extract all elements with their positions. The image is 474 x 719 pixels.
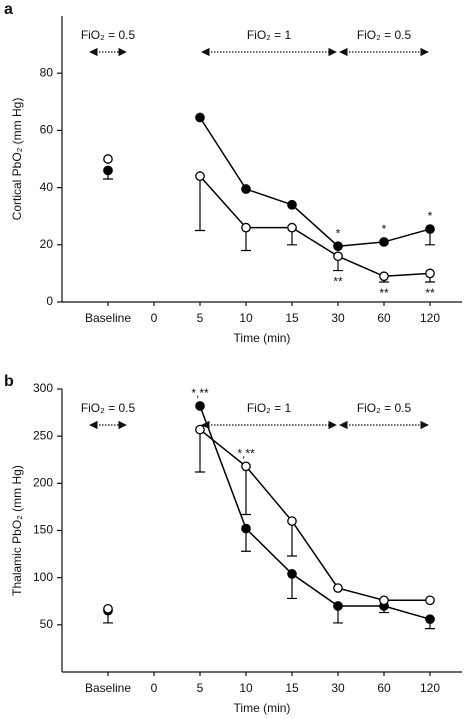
data-point <box>195 401 205 411</box>
x-tick-label: 60 <box>377 311 391 325</box>
y-tick-label: 80 <box>40 65 54 79</box>
data-point <box>241 222 251 233</box>
data-point <box>379 237 389 247</box>
x-tick-label: 30 <box>331 311 345 325</box>
error-bar <box>241 466 251 516</box>
y-tick-label: 40 <box>40 180 54 194</box>
series-line <box>199 175 431 278</box>
data-point <box>379 595 389 606</box>
data-point <box>287 199 297 210</box>
data-point <box>195 171 205 182</box>
series-line <box>199 117 431 248</box>
annotation: *,** <box>237 447 255 461</box>
error-bar <box>195 429 205 473</box>
y-tick-label: 300 <box>33 381 53 395</box>
y-tick-label: 60 <box>40 123 54 137</box>
data-point <box>333 583 343 593</box>
data-point <box>287 222 297 233</box>
data-point <box>241 523 251 534</box>
y-tick-label: 0 <box>46 294 53 308</box>
phase-label: FiO₂ = 0.5 <box>357 401 412 415</box>
x-axis-label: Time (min) <box>234 331 291 345</box>
phase-label: FiO₂ = 1 <box>247 28 292 42</box>
annotation: * <box>382 222 387 236</box>
data-point <box>287 516 297 526</box>
x-axis-label: Time (min) <box>234 701 291 715</box>
series-line <box>199 428 430 602</box>
data-point <box>103 165 113 176</box>
annotation: ** <box>425 286 435 300</box>
x-tick-label: 10 <box>239 681 253 695</box>
x-tick-label: 0 <box>151 681 158 695</box>
y-axis-label: Cortical PbO₂ (mm Hg) <box>10 98 24 221</box>
phase-label: FiO₂ = 0.5 <box>357 28 412 42</box>
error-bar <box>195 176 205 232</box>
data-point <box>241 184 251 194</box>
y-tick-label: 20 <box>40 237 54 251</box>
data-point <box>425 268 435 279</box>
error-bar <box>287 521 297 557</box>
x-tick-label: 5 <box>197 681 204 695</box>
data-point <box>425 595 435 606</box>
phase-label: FiO₂ = 1 <box>247 401 292 415</box>
y-tick-label: 50 <box>40 617 54 631</box>
data-point <box>195 112 205 123</box>
y-axis-label: Thalamic PbO₂ (mm Hg) <box>10 465 24 596</box>
x-tick-label: 5 <box>197 311 204 325</box>
phase-label: FiO₂ = 0.5 <box>81 401 136 415</box>
series-line <box>199 405 431 620</box>
annotation: *,** <box>191 386 209 400</box>
annotation: ** <box>333 275 343 289</box>
x-tick-label: Baseline <box>85 681 131 695</box>
y-tick-label: 100 <box>33 570 53 584</box>
x-tick-label: 120 <box>420 681 440 695</box>
annotation: ** <box>379 286 389 300</box>
x-tick-label: 10 <box>239 311 253 325</box>
data-point <box>287 569 297 579</box>
y-tick-label: 200 <box>33 476 53 490</box>
annotation: * <box>428 209 433 223</box>
data-point <box>103 603 113 614</box>
phase-label: FiO₂ = 0.5 <box>81 28 136 42</box>
y-tick-label: 150 <box>33 523 53 537</box>
x-tick-label: Baseline <box>85 311 131 325</box>
data-point <box>379 271 389 282</box>
data-point <box>333 601 343 611</box>
data-point <box>241 461 251 472</box>
data-point <box>103 154 113 164</box>
data-point <box>425 614 435 625</box>
data-point <box>333 251 343 262</box>
panel-label: a <box>4 1 13 18</box>
x-tick-label: 120 <box>420 311 440 325</box>
annotation: * <box>336 226 341 240</box>
x-tick-label: 15 <box>285 311 299 325</box>
x-tick-label: 60 <box>377 681 391 695</box>
data-point <box>195 424 205 435</box>
panel-label: b <box>4 373 14 390</box>
y-tick-label: 250 <box>33 428 53 442</box>
x-tick-label: 30 <box>331 681 345 695</box>
data-point <box>425 224 435 234</box>
data-point <box>333 241 343 252</box>
x-tick-label: 15 <box>285 681 299 695</box>
x-tick-label: 0 <box>151 311 158 325</box>
